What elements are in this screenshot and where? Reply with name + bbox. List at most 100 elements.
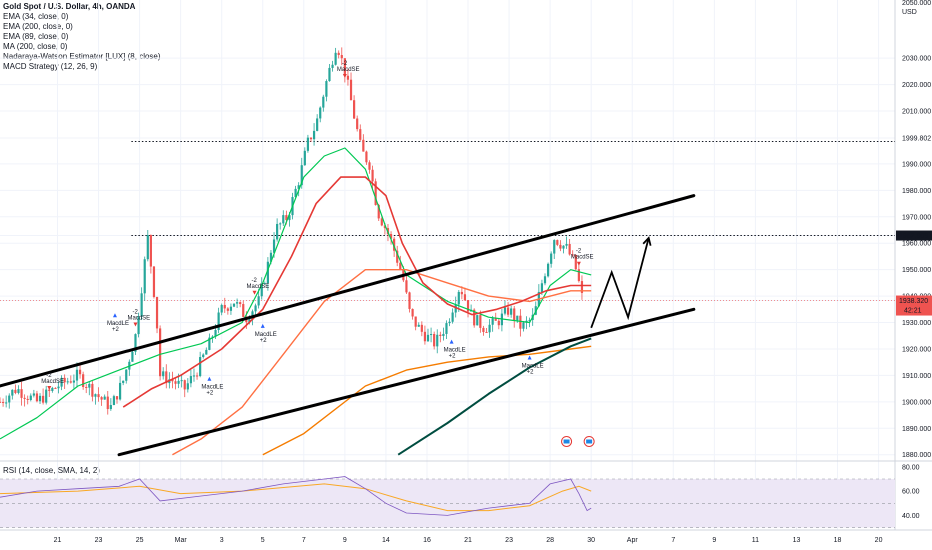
candle-body: [118, 382, 122, 400]
candle-body: [411, 308, 414, 317]
projection-path: [590, 237, 650, 329]
rsi-legend[interactable]: RSI (14, close, SMA, 14, 2): [3, 466, 100, 475]
candle-body: [365, 151, 368, 163]
bar-countdown: 42:21: [904, 308, 922, 315]
rsi-tick-label: 40.00: [902, 513, 920, 520]
candle-body: [149, 235, 152, 267]
candle-body: [223, 304, 226, 309]
signal-label: MacdLE: [444, 348, 466, 354]
flag-field: [563, 439, 570, 444]
candle-body: [42, 395, 45, 403]
trend-drawings: [0, 194, 696, 457]
candle-body: [423, 331, 427, 342]
candle-body: [439, 334, 442, 337]
candle-body: [368, 162, 371, 170]
time-tick-label: Apr: [627, 537, 639, 544]
candle-body: [383, 225, 386, 229]
price-line-badge: [896, 230, 932, 241]
time-tick-label: 18: [834, 537, 842, 544]
candle-body: [202, 354, 205, 358]
candle-body: [17, 389, 20, 393]
candle-body: [309, 137, 313, 140]
time-tick-label: 25: [136, 537, 144, 544]
candle-body: [279, 223, 282, 225]
candle-body: [562, 245, 565, 249]
rsi-panel: [0, 476, 895, 528]
time-tick-label: 5: [261, 537, 265, 544]
candle-body: [510, 308, 513, 315]
signal-qty: -2: [46, 373, 52, 379]
candle-body: [45, 389, 48, 403]
rsi-tick-label: 60.00: [902, 489, 920, 496]
signal-macdle: MacdLE+2: [107, 313, 129, 333]
candle-body: [60, 377, 63, 387]
candle-body: [146, 235, 149, 260]
candle-body: [399, 262, 402, 270]
time-tick-label: 7: [302, 537, 306, 544]
candle-body: [1, 401, 5, 403]
time-tick-label: 9: [712, 537, 716, 544]
candle-body: [72, 380, 75, 383]
legend-ema200[interactable]: EMA (200, close, 0): [3, 22, 73, 31]
candle-body: [266, 261, 269, 284]
legend-macd-strategy[interactable]: MACD Strategy (12, 26, 9): [3, 62, 98, 71]
candle-body: [11, 389, 14, 396]
candle-body: [106, 396, 109, 410]
candle-body: [8, 395, 11, 403]
candle-body: [466, 300, 470, 312]
legend-ema34[interactable]: EMA (34, close, 0): [3, 12, 69, 21]
price-lines: [0, 141, 895, 301]
ema34-line: [0, 147, 592, 440]
rsi-ma-line: [0, 483, 592, 512]
candle-body: [316, 118, 319, 131]
candle-body: [152, 266, 156, 297]
candle-body: [165, 371, 168, 384]
signal-label: MacdLE: [255, 332, 277, 338]
candle-body: [195, 375, 199, 377]
candle-body: [405, 280, 408, 293]
legend-ema89[interactable]: EMA (89, close, 0): [3, 32, 69, 41]
candle-body: [248, 319, 251, 323]
candle-body: [417, 324, 420, 327]
candle-body: [91, 383, 94, 397]
candle-body: [543, 276, 547, 284]
candle-body: [519, 315, 522, 329]
candle-body: [389, 234, 393, 239]
candle-body: [103, 396, 106, 400]
signal-label: MacdLE: [107, 321, 129, 327]
candle-body: [303, 150, 306, 166]
candle-body: [494, 318, 497, 321]
candle-body: [491, 318, 494, 325]
time-tick-label: 14: [382, 537, 390, 544]
candle-body: [556, 240, 559, 245]
signal-arrow-up-icon: [449, 339, 454, 344]
candle-body: [300, 165, 303, 186]
price-axis-unit: USD: [902, 9, 917, 16]
candle-body: [433, 333, 436, 347]
candle-body: [137, 316, 140, 335]
candle-body: [189, 376, 193, 384]
candle-body: [232, 303, 236, 307]
candle-body: [263, 283, 266, 285]
candle-body: [371, 169, 374, 182]
candle-body: [85, 386, 88, 388]
last-price-label: 1938.320: [899, 298, 928, 305]
candle-body: [214, 330, 217, 337]
legend-nadaraya[interactable]: Nadaraya-Watson Estimator [LUX] (8, clos…: [3, 52, 161, 61]
strategy-signals: -2MacdSEMacdLE+2-2MacdSEMacdLE+2-2MacdSE…: [41, 61, 593, 397]
channel-lower-trendline: [117, 307, 696, 457]
candle-body: [140, 293, 143, 317]
candle-body: [580, 281, 584, 293]
signal-label: MacdSE: [337, 67, 360, 73]
candle-body: [420, 324, 423, 332]
signal-label: MacdSE: [41, 379, 64, 385]
candle-body: [356, 118, 359, 130]
price-tick-label: 2020.000: [902, 82, 931, 89]
candle-body: [276, 223, 279, 240]
candle-body: [5, 402, 8, 404]
signal-macdle: MacdLE+2: [522, 355, 544, 376]
candle-body: [100, 397, 103, 400]
signal-qty: -2: [576, 249, 582, 255]
legend-ma200[interactable]: MA (200, close, 0): [3, 42, 68, 51]
